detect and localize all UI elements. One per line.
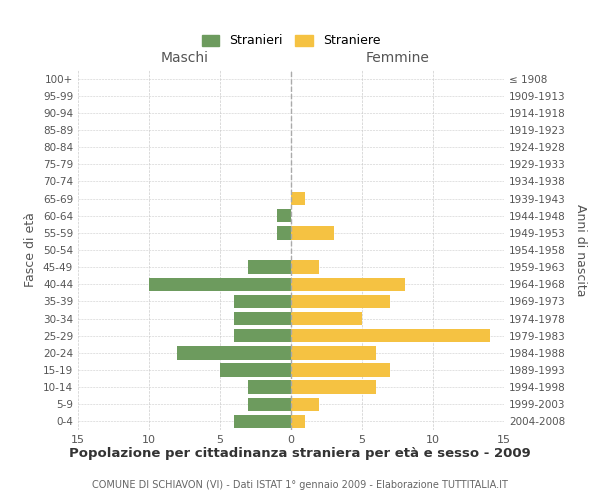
Bar [277, 209, 291, 222]
Y-axis label: Anni di nascita: Anni di nascita [574, 204, 587, 296]
Bar [291, 329, 490, 342]
Text: COMUNE DI SCHIAVON (VI) - Dati ISTAT 1° gennaio 2009 - Elaborazione TUTTITALIA.I: COMUNE DI SCHIAVON (VI) - Dati ISTAT 1° … [92, 480, 508, 490]
Bar [234, 312, 291, 326]
Bar [291, 312, 362, 326]
Bar [291, 278, 404, 291]
Bar [291, 346, 376, 360]
Text: Femmine: Femmine [365, 50, 430, 64]
Bar [291, 294, 391, 308]
Bar [248, 380, 291, 394]
Bar [291, 414, 305, 428]
Bar [291, 380, 376, 394]
Bar [234, 329, 291, 342]
Bar [234, 294, 291, 308]
Bar [178, 346, 291, 360]
Legend: Stranieri, Straniere: Stranieri, Straniere [197, 30, 385, 52]
Text: Maschi: Maschi [161, 50, 209, 64]
Bar [277, 226, 291, 239]
Bar [291, 398, 319, 411]
Bar [291, 364, 391, 376]
Bar [248, 260, 291, 274]
Y-axis label: Fasce di età: Fasce di età [25, 212, 37, 288]
Bar [291, 260, 319, 274]
Bar [234, 414, 291, 428]
Bar [291, 192, 305, 205]
Bar [220, 364, 291, 376]
Bar [248, 398, 291, 411]
Bar [149, 278, 291, 291]
Bar [291, 226, 334, 239]
Text: Popolazione per cittadinanza straniera per età e sesso - 2009: Popolazione per cittadinanza straniera p… [69, 448, 531, 460]
